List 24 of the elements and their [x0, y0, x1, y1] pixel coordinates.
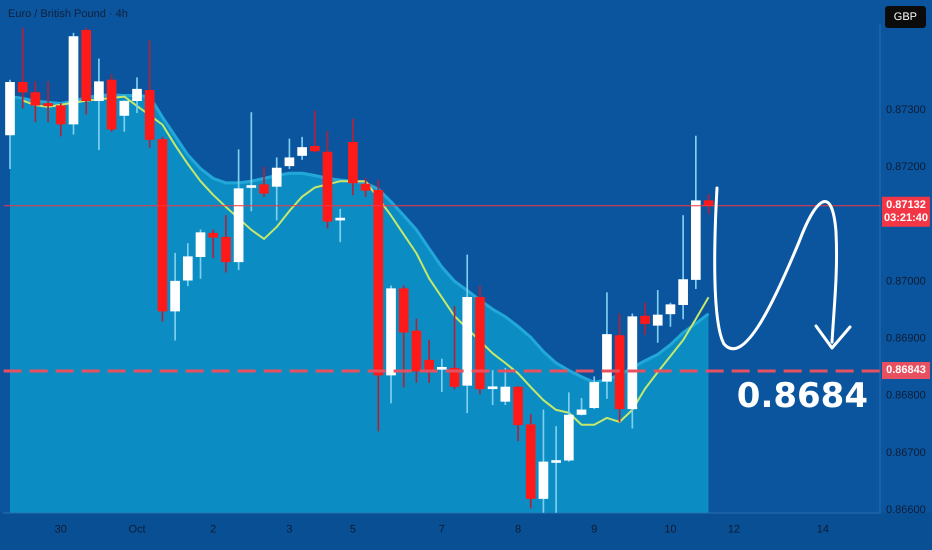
x-tick-label: 9: [591, 523, 598, 536]
y-tick-label: 0.86900: [886, 332, 926, 344]
text: GBP: [884, 6, 926, 28]
y-tick-label: 0.86600: [886, 504, 926, 516]
y-tick-label: 0.87300: [886, 104, 926, 116]
x-tick-label: 8: [514, 523, 522, 536]
y-tick-label: 0.86800: [886, 390, 926, 402]
x-tick-label: Oct: [128, 523, 146, 536]
x-tick-label: 10: [664, 523, 677, 536]
annotation: 0.8684: [736, 376, 868, 416]
y-tick-label: 0.87000: [886, 275, 926, 288]
x-tick-label: 14: [816, 523, 829, 536]
y-tick-label: 0.86700: [886, 446, 926, 459]
candlestick: [640, 302, 650, 335]
x-tick-label: 5: [350, 523, 356, 536]
ref-line-label: 0.86843: [886, 364, 926, 376]
x-tick-label: 3: [286, 523, 292, 536]
x-tick-label: 2: [210, 523, 216, 536]
y-tick-label: 0.87200: [886, 160, 926, 173]
ref-line-label: 0.87132 03:21:40: [884, 198, 928, 224]
x-tick-label: 30: [54, 523, 67, 536]
x-tick-label: 12: [728, 523, 740, 536]
chart-title: Euro / British Pound · 4h: [8, 8, 128, 20]
x-tick-label: 7: [438, 523, 445, 536]
